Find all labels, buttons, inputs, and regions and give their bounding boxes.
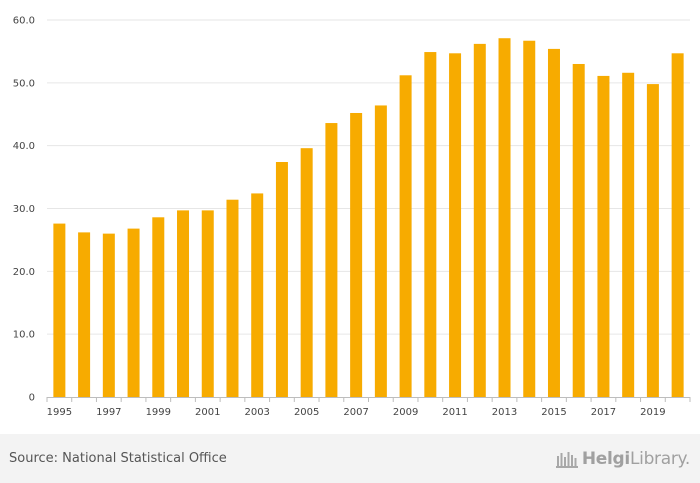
bar-2011 bbox=[449, 53, 462, 398]
library-icon bbox=[555, 452, 578, 468]
bar-2015 bbox=[547, 48, 560, 398]
bar-1996 bbox=[78, 232, 91, 397]
x-tick-label: 2007 bbox=[343, 407, 368, 418]
source-note: Source: National Statistical Office bbox=[9, 451, 227, 466]
logo-text: HelgiLibrary. bbox=[582, 449, 690, 469]
gridlines bbox=[47, 19, 690, 335]
x-tick-label: 2005 bbox=[294, 407, 319, 418]
y-tick-label: 60.0 bbox=[13, 16, 35, 27]
y-tick-label: 40.0 bbox=[13, 141, 35, 152]
x-axis-tick-labels: 1995 1997 1999 2001 2003 2005 2007 2009 2011 2013… bbox=[47, 407, 666, 418]
logo-text-regular: Library. bbox=[629, 449, 690, 469]
bar-2017 bbox=[597, 75, 610, 398]
bar-1995 bbox=[53, 223, 66, 397]
bar-2014 bbox=[523, 40, 536, 397]
bar-2007 bbox=[350, 112, 363, 398]
bar-2003 bbox=[251, 193, 264, 397]
y-axis-tick-labels: 0 10.0 20.0 30.0 40.0 50.0 60.0 bbox=[13, 16, 35, 404]
x-tick-label: 2011 bbox=[442, 407, 467, 418]
bar-1998 bbox=[127, 228, 140, 397]
x-tick-label: 1999 bbox=[146, 407, 171, 418]
x-tick-label: 2015 bbox=[541, 407, 566, 418]
axes bbox=[46, 397, 691, 402]
bar-2020 bbox=[671, 53, 684, 398]
logo-text-bold: Helgi bbox=[581, 449, 630, 469]
x-tick-label: 2013 bbox=[492, 407, 517, 418]
bar-2019 bbox=[646, 84, 659, 397]
y-tick-label: 50.0 bbox=[13, 78, 35, 89]
helgi-library-logo: HelgiLibrary. bbox=[555, 447, 690, 471]
bar-1997 bbox=[102, 233, 115, 397]
bars bbox=[53, 38, 684, 398]
bar-2016 bbox=[572, 63, 585, 397]
bar-1999 bbox=[152, 217, 165, 397]
x-tick-label: 2003 bbox=[244, 407, 269, 418]
y-tick-label: 10.0 bbox=[13, 330, 35, 341]
bar-2000 bbox=[177, 210, 190, 397]
x-tick-label: 2009 bbox=[393, 407, 418, 418]
footer bbox=[0, 434, 700, 483]
bar-2018 bbox=[622, 72, 635, 397]
x-tick-label: 1997 bbox=[96, 407, 121, 418]
bar-2010 bbox=[424, 52, 437, 398]
bar-2008 bbox=[374, 105, 387, 397]
bar-2005 bbox=[300, 148, 313, 397]
bar-2013 bbox=[498, 38, 511, 397]
bar-2009 bbox=[399, 75, 412, 397]
x-tick-label: 2019 bbox=[640, 407, 665, 418]
y-tick-label: 20.0 bbox=[13, 267, 35, 278]
y-tick-label: 0 bbox=[29, 393, 35, 404]
y-tick-label: 30.0 bbox=[13, 204, 35, 215]
bar-2006 bbox=[325, 123, 338, 398]
bar-chart: 0 10.0 20.0 30.0 40.0 50.0 60.0 1995 1997 1999 20… bbox=[13, 16, 691, 418]
bar-2004 bbox=[275, 162, 288, 397]
x-tick-label: 2017 bbox=[591, 407, 616, 418]
x-tick-label: 2001 bbox=[195, 407, 220, 418]
x-tick-label: 1995 bbox=[47, 407, 72, 418]
bar-2001 bbox=[201, 210, 214, 397]
bar-2012 bbox=[473, 43, 486, 397]
bar-2002 bbox=[226, 199, 239, 397]
